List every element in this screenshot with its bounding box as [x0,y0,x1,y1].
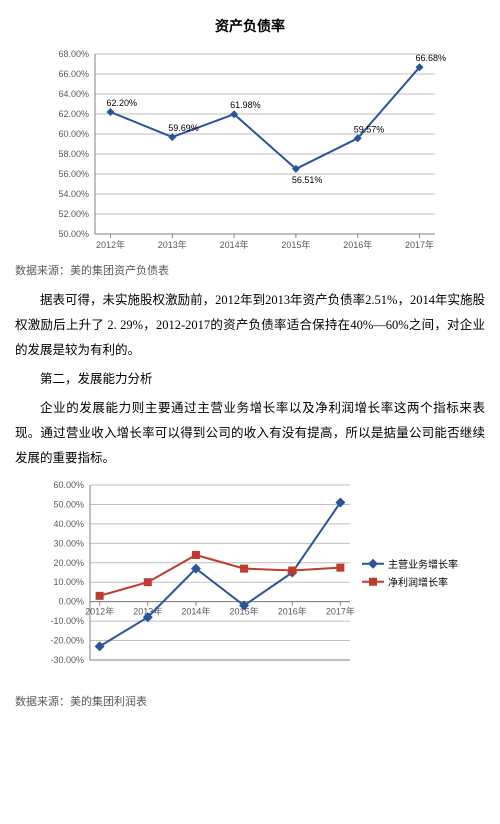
svg-text:62.20%: 62.20% [106,98,137,108]
svg-text:64.00%: 64.00% [58,89,89,99]
chart1-box: 50.00% 52.00% 54.00% 56.00% 58.00% 60.00% 62.0… [40,44,460,258]
svg-text:净利润增长率: 净利润增长率 [388,576,448,589]
svg-text:59.69%: 59.69% [168,123,199,133]
chart1-title: 资产负债率 [15,16,485,36]
chart1-svg: 50.00% 52.00% 54.00% 56.00% 58.00% 60.00% 62.0… [40,44,460,254]
chart2-wrap: -30.00% -20.00% -10.00% 0.00% 10.00% 20.00% 30… [15,475,485,689]
svg-text:40.00%: 40.00% [53,519,84,529]
svg-text:2014年: 2014年 [220,239,249,250]
svg-text:68.00%: 68.00% [58,49,89,59]
svg-text:2016年: 2016年 [278,606,307,617]
paragraph-2: 第二，发展能力分析 [15,367,485,392]
svg-text:58.00%: 58.00% [58,149,89,159]
chart2-source: 数据来源：美的集团利润表 [15,693,485,709]
svg-text:56.00%: 56.00% [58,169,89,179]
svg-text:2012年: 2012年 [85,606,114,617]
svg-text:60.00%: 60.00% [53,480,84,490]
chart2-box: -30.00% -20.00% -10.00% 0.00% 10.00% 20.00% 30… [40,475,460,689]
svg-text:2017年: 2017年 [326,606,355,617]
svg-text:2015年: 2015年 [281,239,310,250]
svg-text:54.00%: 54.00% [58,189,89,199]
svg-text:0.00%: 0.00% [58,597,84,607]
svg-text:2017年: 2017年 [405,239,434,250]
svg-text:30.00%: 30.00% [53,538,84,548]
svg-text:-30.00%: -30.00% [50,655,84,665]
paragraph-1: 据表可得，未实施股权激励前，2012年到2013年资产负债率2.51%，2014… [15,288,485,363]
svg-text:66.68%: 66.68% [416,53,447,63]
svg-text:50.00%: 50.00% [58,229,89,239]
chart1-source: 数据来源：美的集团资产负债表 [15,262,485,278]
paragraph-3: 企业的发展能力则主要通过主营业务增长率以及净利润增长率这两个指标来表现。通过营业… [15,396,485,471]
svg-text:61.98%: 61.98% [230,100,261,110]
svg-text:59.57%: 59.57% [354,124,385,134]
svg-text:2012年: 2012年 [96,239,125,250]
svg-text:2016年: 2016年 [343,239,372,250]
svg-text:60.00%: 60.00% [58,129,89,139]
svg-text:2013年: 2013年 [158,239,187,250]
svg-text:20.00%: 20.00% [53,558,84,568]
svg-text:-20.00%: -20.00% [50,636,84,646]
document-page: 资产负债率 50.00% 52.00% 54.00% 56.00% 58.00% 60.0… [0,0,500,739]
svg-text:50.00%: 50.00% [53,499,84,509]
svg-text:-10.00%: -10.00% [50,616,84,626]
svg-text:52.00%: 52.00% [58,209,89,219]
svg-text:10.00%: 10.00% [53,577,84,587]
svg-text:2014年: 2014年 [181,606,210,617]
svg-text:66.00%: 66.00% [58,69,89,79]
chart2-svg: -30.00% -20.00% -10.00% 0.00% 10.00% 20.00% 30… [40,475,460,685]
chart1-wrap: 50.00% 52.00% 54.00% 56.00% 58.00% 60.00% 62.0… [15,44,485,258]
svg-text:56.51%: 56.51% [292,175,323,185]
svg-text:主营业务增长率: 主营业务增长率 [388,558,458,571]
svg-text:62.00%: 62.00% [58,109,89,119]
